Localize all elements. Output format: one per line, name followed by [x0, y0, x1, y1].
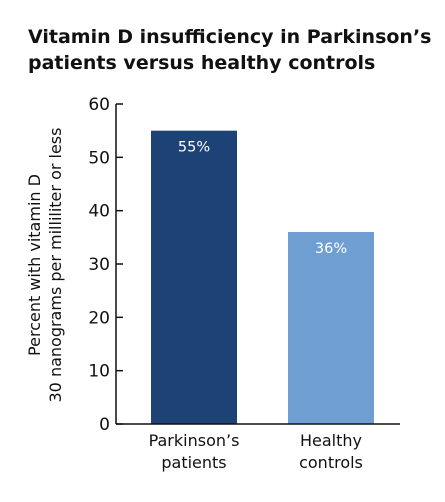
chart-title-line-1: Vitamin D insufficiency in Parkinson’s [28, 26, 432, 48]
chart-title: Vitamin D insufficiency in Parkinson’s p… [28, 24, 438, 76]
y-tick-label: 30 [88, 255, 110, 275]
bars: 55% 36% [151, 130, 374, 424]
y-axis: 0 10 20 30 40 50 60 [88, 95, 123, 435]
x-tick-label: controls [299, 453, 363, 472]
bar [151, 130, 237, 424]
y-tick-label: 20 [88, 308, 110, 328]
bar-data-label: 55% [178, 140, 210, 156]
y-tick-label: 0 [99, 415, 110, 435]
x-axis: Parkinson’s patients Healthy controls [116, 423, 400, 472]
x-tick-label: patients [161, 453, 226, 472]
y-tick-label: 60 [88, 95, 110, 115]
chart-title-line-2: patients versus healthy controls [28, 52, 376, 74]
y-tick-label: 40 [88, 202, 110, 222]
bar [288, 232, 374, 424]
y-tick-label: 10 [88, 362, 110, 382]
x-tick-label: Parkinson’s [149, 431, 240, 450]
y-tick-label: 50 [88, 148, 110, 168]
x-tick-label: Healthy [300, 431, 362, 450]
bar-data-label: 36% [315, 241, 347, 257]
